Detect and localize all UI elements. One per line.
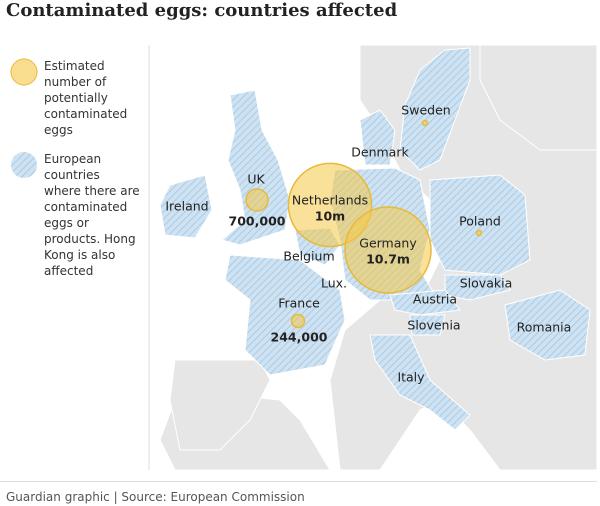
country-label: UK xyxy=(247,172,265,187)
bubble xyxy=(287,162,373,248)
bubble xyxy=(344,206,432,294)
legend-text: Estimated number of potentially contamin… xyxy=(44,59,128,137)
legend-text: European countries where there are conta… xyxy=(44,152,140,278)
value-label: 10.7m xyxy=(366,252,410,267)
country-label: Slovenia xyxy=(407,318,460,333)
country-label: Denmark xyxy=(351,145,409,160)
country-label: Lux. xyxy=(321,276,347,291)
country-label: Romania xyxy=(517,320,572,335)
value-label: 10m xyxy=(315,209,345,224)
country-label: Italy xyxy=(397,370,425,385)
country-label: Slovakia xyxy=(460,276,512,291)
country-label: Belgium xyxy=(283,249,334,264)
country-label: France xyxy=(278,296,320,311)
value-label: 244,000 xyxy=(271,330,328,345)
country-label: Austria xyxy=(413,292,457,307)
bubble xyxy=(245,188,269,212)
country-label: Ireland xyxy=(165,199,208,214)
country-label: Sweden xyxy=(401,103,450,118)
bubble xyxy=(421,119,429,127)
value-label: 700,000 xyxy=(229,214,286,229)
country-label: Poland xyxy=(459,214,501,229)
legend-hatch xyxy=(11,152,37,178)
bubble xyxy=(475,229,483,237)
title: Contaminated eggs: countries affected xyxy=(6,0,398,21)
bubble xyxy=(290,313,306,329)
legend-bubble xyxy=(10,58,38,86)
country-label: Netherlands xyxy=(292,193,368,208)
country-label: Germany xyxy=(359,236,417,251)
footer-rule xyxy=(0,481,597,482)
footer: Guardian graphic | Source: European Comm… xyxy=(6,490,305,504)
land xyxy=(159,44,598,471)
